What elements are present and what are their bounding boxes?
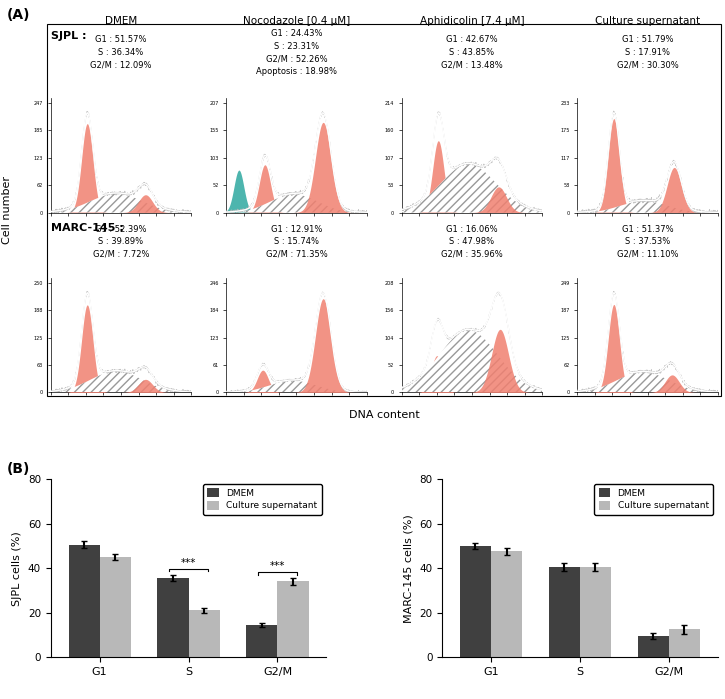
Text: ***: *** [181, 559, 196, 568]
Text: G1 : 51.79%
S : 17.91%
G2/M : 30.30%: G1 : 51.79% S : 17.91% G2/M : 30.30% [617, 36, 679, 69]
Bar [460, 546, 491, 657]
Text: G1 : 52.39%
S : 39.89%
G2/M : 7.72%: G1 : 52.39% S : 39.89% G2/M : 7.72% [93, 224, 149, 259]
Bar [669, 629, 700, 657]
Text: G1 : 42.67%
S : 43.85%
G2/M : 13.48%: G1 : 42.67% S : 43.85% G2/M : 13.48% [441, 36, 503, 69]
Text: MARC-145 :: MARC-145 : [51, 223, 123, 233]
Bar [580, 567, 611, 657]
Bar [278, 582, 309, 657]
Legend: DMEM, Culture supernatant: DMEM, Culture supernatant [203, 484, 322, 514]
Text: Nocodazole [0.4 μM]: Nocodazole [0.4 μM] [243, 16, 350, 26]
Bar [549, 567, 580, 657]
Y-axis label: MARC-145 cells (%): MARC-145 cells (%) [404, 514, 414, 623]
Bar [491, 552, 522, 657]
Bar [638, 636, 669, 657]
Text: G1 : 12.91%
S : 15.74%
G2/M : 71.35%: G1 : 12.91% S : 15.74% G2/M : 71.35% [265, 224, 328, 259]
Text: G1 : 24.43%
S : 23.31%
G2/M : 52.26%
Apoptosis : 18.98%: G1 : 24.43% S : 23.31% G2/M : 52.26% Apo… [256, 29, 337, 75]
Text: Culture supernatant: Culture supernatant [595, 16, 700, 26]
Text: ***: *** [270, 561, 285, 572]
Text: DNA content: DNA content [349, 410, 420, 420]
Text: (A): (A) [7, 8, 30, 22]
Bar [247, 625, 278, 657]
Legend: DMEM, Culture supernatant: DMEM, Culture supernatant [594, 484, 713, 514]
Text: Cell number: Cell number [2, 176, 12, 244]
Text: SJPL :: SJPL : [51, 31, 86, 41]
Bar [157, 578, 188, 657]
Bar [69, 545, 99, 657]
Bar [99, 557, 130, 657]
Text: G1 : 51.57%
S : 36.34%
G2/M : 12.09%: G1 : 51.57% S : 36.34% G2/M : 12.09% [90, 36, 152, 69]
Text: G1 : 16.06%
S : 47.98%
G2/M : 35.96%: G1 : 16.06% S : 47.98% G2/M : 35.96% [441, 224, 503, 259]
Y-axis label: SJPL cells (%): SJPL cells (%) [12, 531, 22, 605]
Text: G1 : 51.37%
S : 37.53%
G2/M : 11.10%: G1 : 51.37% S : 37.53% G2/M : 11.10% [617, 224, 679, 259]
Text: DMEM: DMEM [105, 16, 137, 26]
Bar [188, 610, 220, 657]
Text: Aphidicolin [7.4 μM]: Aphidicolin [7.4 μM] [420, 16, 524, 26]
Text: (B): (B) [7, 462, 30, 476]
